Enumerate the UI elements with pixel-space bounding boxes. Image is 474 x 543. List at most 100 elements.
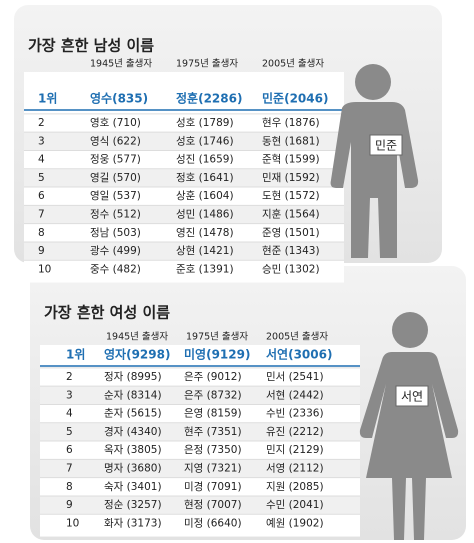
name-count: 상현 (1421) [176,245,234,257]
name-count: 순자 (8314) [104,389,162,401]
rank: 4 [38,154,45,166]
name-count: 영식 (622) [90,135,141,147]
name-count: 정자 (8995) [104,371,162,383]
name-count: 은주 (8732) [184,389,242,401]
name-count: 화자 (3173) [104,517,162,529]
name-count: 영자(9298) [104,347,170,362]
name-count: 동현 (1681) [262,135,320,147]
column-header: 1975년 출생자 [176,59,238,70]
rank: 6 [38,190,45,202]
name-count: 미정 (6640) [184,517,242,529]
name-count: 지영 (7321) [184,463,242,475]
name-count: 정남 (503) [90,227,141,239]
name-count: 현준 (1343) [262,245,320,257]
name-count: 준호 (1391) [176,263,234,275]
name-count: 민준(2046) [262,91,328,106]
name-count: 서영 (2112) [266,463,324,475]
female-figure [359,312,459,540]
rank: 5 [66,426,73,438]
name-count: 현우 (1876) [262,117,320,129]
name-count: 숙자 (3401) [104,481,162,493]
name-count: 광수 (499) [90,245,141,257]
name-count: 지훈 (1564) [262,208,320,221]
row-stripe [24,132,344,151]
rank: 7 [38,209,45,221]
name-count: 영수(835) [90,91,148,106]
name-count: 은정 (7350) [184,444,242,456]
name-count: 영길 (570) [90,171,141,184]
name-count: 지원 (2085) [266,481,324,493]
name-count: 미영(9129) [184,347,250,362]
rank: 5 [38,172,45,184]
name-count: 수민 (2041) [266,499,324,511]
row-stripe [40,495,360,515]
name-count: 민서 (2541) [266,371,324,383]
figure-label: 서연 [401,390,423,404]
name-count: 성민 (1486) [176,209,234,221]
name-count: 춘자 (5615) [104,408,162,420]
column-header: 1945년 출생자 [106,332,168,343]
name-count: 상훈 (1604) [176,189,234,202]
name-count: 서연(3006) [266,347,332,362]
row-stripe [40,386,360,405]
column-header: 2005년 출생자 [262,59,324,70]
rank: 7 [66,463,73,475]
name-count: 옥자 (3805) [104,444,162,456]
rank: 1위 [66,348,85,362]
name-count: 정순 (3257) [104,499,162,511]
rank: 2 [38,117,45,129]
rank: 2 [66,371,73,383]
column-header: 1975년 출생자 [186,332,248,343]
rank: 3 [38,135,45,147]
name-count: 현정 (7007) [184,499,242,511]
row-stripe [40,459,360,478]
table-title: 가장 흔한 여성 이름 [44,304,170,322]
rank: 4 [66,408,73,420]
name-count: 승민 (1302) [262,263,320,275]
name-count: 정수 (512) [90,209,141,221]
table-title: 가장 흔한 남성 이름 [28,37,154,55]
figure-label-box [369,134,403,156]
name-count: 은주 (9012) [184,371,242,383]
name-count: 준영 (1501) [262,227,320,239]
name-count: 유진 (2212) [266,426,324,438]
name-count: 영호 (710) [90,117,141,129]
column-header: 1945년 출생자 [90,59,152,70]
rank: 10 [66,517,79,529]
name-count: 경자 (4340) [104,425,162,438]
name-count: 정웅 (577) [90,154,141,166]
rank: 6 [66,444,73,456]
rank: 8 [38,227,45,239]
name-count: 영진 (1478) [176,227,234,239]
name-count: 은영 (8159) [184,408,242,420]
row-stripe [24,168,344,188]
figure-label-box [395,385,429,407]
name-count: 민지 (2129) [266,444,324,456]
name-count: 정호 (1641) [176,172,234,184]
name-count: 서현 (2442) [266,389,324,401]
name-count: 민재 (1592) [262,172,320,184]
name-count: 준혁 (1599) [262,154,320,166]
name-count: 성진 (1659) [176,154,234,166]
name-count: 영일 (537) [90,189,141,202]
column-header: 2005년 출생자 [266,332,328,343]
name-count: 현주 (7351) [184,426,242,438]
name-count: 미경 (7091) [184,480,242,493]
row-stripe [24,205,344,224]
rank: 9 [66,499,73,511]
name-count: 예원 (1902) [266,516,324,529]
name-count: 성호 (1789) [176,117,234,129]
row-stripe [24,241,344,261]
name-count: 명자 (3680) [104,463,162,475]
rank: 1위 [38,92,57,106]
rank: 8 [66,481,73,493]
rank: 9 [38,245,45,257]
name-count: 수빈 (2336) [266,408,324,420]
row-stripe [40,422,360,442]
rank: 3 [66,389,73,401]
figure-label: 민준 [375,139,397,153]
name-count: 도현 (1572) [262,190,320,202]
name-count: 중수 (482) [90,263,141,275]
rank: 10 [38,263,51,275]
